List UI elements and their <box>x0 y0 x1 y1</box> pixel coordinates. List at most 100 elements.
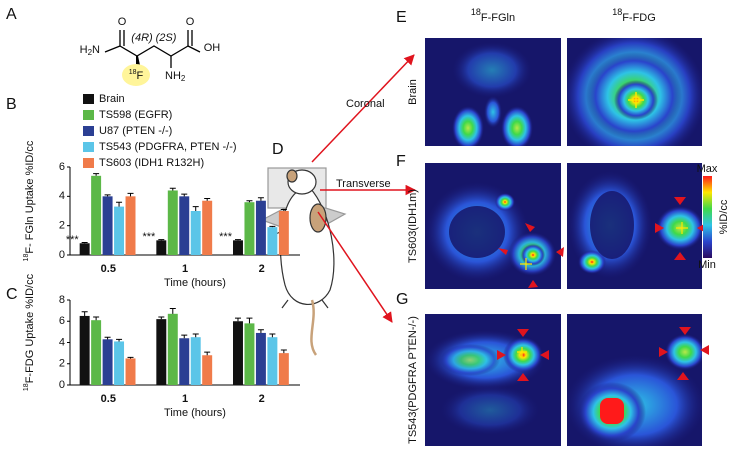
annotation: *** <box>142 231 156 243</box>
error-bar <box>116 201 123 207</box>
error-bar <box>204 198 211 201</box>
bar <box>179 196 190 255</box>
error-bar <box>127 192 134 197</box>
y-tick-label: 4 <box>59 336 65 348</box>
y-tick-label: 2 <box>59 220 65 232</box>
panel-label: C <box>6 286 18 303</box>
bar <box>179 338 190 385</box>
error-bar <box>158 316 165 320</box>
error-bar <box>204 351 211 356</box>
bar <box>233 321 243 385</box>
bar <box>156 319 167 385</box>
bar <box>190 337 201 385</box>
y-tick-label: 6 <box>59 161 65 173</box>
legend-label: U87 (PTEN -/-) <box>99 125 172 137</box>
bar <box>167 190 178 255</box>
y-axis-label-sup: 18 <box>23 383 30 391</box>
panel-label: G <box>396 291 408 308</box>
error-bar <box>192 206 199 211</box>
legend-label: TS598 (EGFR) <box>99 109 172 121</box>
bar <box>125 196 136 255</box>
error-bar <box>104 336 111 340</box>
bar <box>91 320 102 385</box>
bar <box>79 315 90 385</box>
bar <box>244 202 255 255</box>
panel-label: F <box>396 153 406 170</box>
error-bar <box>234 317 241 322</box>
error-bar <box>280 349 287 354</box>
panel-label: B <box>6 96 17 113</box>
error-bar <box>81 242 88 244</box>
bar <box>233 240 243 255</box>
panel-label: D <box>272 141 284 158</box>
row-label: TS603(IDH1m) <box>407 189 419 263</box>
bar <box>190 211 201 255</box>
x-tick-label: 0.5 <box>101 263 116 275</box>
error-bar <box>246 317 253 324</box>
error-bar <box>257 197 264 201</box>
error-bar <box>181 334 188 339</box>
colorbar-label: Max <box>697 163 718 175</box>
x-axis-label: Time (hours) <box>164 277 226 289</box>
atom: NH2 <box>165 70 186 83</box>
stereo-label: (4R) <box>131 32 153 44</box>
bar <box>267 227 278 255</box>
arrow-label: Transverse <box>336 178 391 190</box>
panel-label: A <box>6 6 17 23</box>
pet-image <box>425 314 561 446</box>
error-bar <box>269 225 276 228</box>
annotation: *** <box>66 234 80 246</box>
y-tick-label: 2 <box>59 358 65 370</box>
bar <box>255 200 266 255</box>
arrow-label: Coronal <box>346 98 385 110</box>
bar <box>255 332 266 385</box>
column-header: 18F-FGln <box>471 7 515 24</box>
x-tick-label: 2 <box>259 393 265 405</box>
annotation: *** <box>219 231 233 243</box>
error-bar <box>127 356 134 359</box>
row-label: TS543(PDGFRA PTEN-/-) <box>407 316 419 444</box>
legend-label: TS543 (PDGFRA, PTEN -/-) <box>99 141 237 153</box>
bar <box>167 313 178 385</box>
bar <box>267 337 278 385</box>
x-axis-label: Time (hours) <box>164 407 226 419</box>
x-tick-label: 1 <box>182 393 188 405</box>
y-tick-label: 4 <box>59 190 65 202</box>
bar <box>244 323 255 385</box>
y-axis-label-main: F-FDG Uptake %ID/cc <box>24 273 36 383</box>
pet-image <box>567 163 702 289</box>
stereo-label: (2S) <box>156 32 177 44</box>
atom: H2N <box>80 44 100 57</box>
bar <box>202 355 213 385</box>
x-tick-label: 2 <box>259 263 265 275</box>
y-tick-label: 0 <box>59 379 65 391</box>
bar <box>278 211 289 255</box>
x-tick-label: 1 <box>182 263 188 275</box>
error-bar <box>234 239 241 241</box>
colorbar-label: Min <box>698 259 716 271</box>
error-bar <box>269 333 276 338</box>
error-bar <box>192 333 199 338</box>
legend-swatch <box>83 158 94 168</box>
error-bar <box>181 193 188 197</box>
error-bar <box>93 173 100 176</box>
pet-image <box>425 38 561 146</box>
pet-image <box>425 163 561 289</box>
column-header: 18F-FDG <box>612 7 656 24</box>
arrow <box>311 54 415 163</box>
colorbar-unit: %ID/cc <box>718 199 730 234</box>
error-bar <box>257 329 264 333</box>
y-axis-label-sup: 18 <box>23 254 30 262</box>
legend-swatch <box>83 94 94 104</box>
error-bar <box>158 239 165 241</box>
y-tick-label: 0 <box>59 249 65 261</box>
atom: O <box>118 16 127 28</box>
pet-image <box>567 314 702 446</box>
atom: O <box>186 16 195 28</box>
bar <box>102 339 113 385</box>
y-axis-label-main: F- FGln Uptake %ID/cc <box>24 140 36 254</box>
bar <box>202 200 213 255</box>
bar <box>125 358 136 385</box>
error-bar <box>169 308 176 314</box>
